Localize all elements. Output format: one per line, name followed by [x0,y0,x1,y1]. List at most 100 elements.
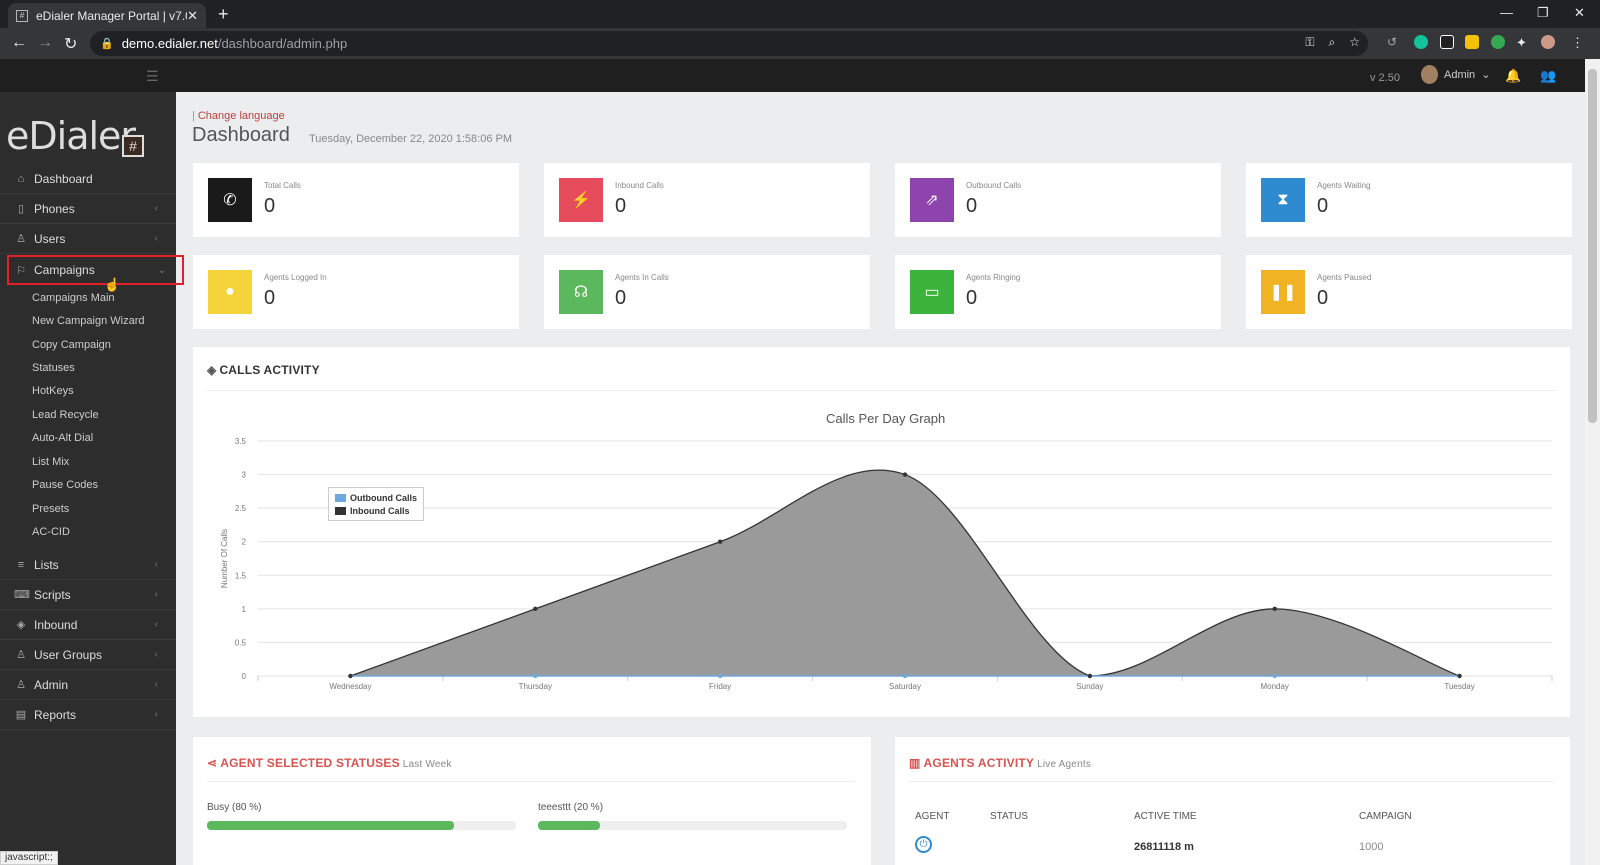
back-icon[interactable]: ← [11,34,27,51]
column-header-active-time: ACTIVE TIME [1134,811,1197,822]
menu-icon[interactable]: ⋮ [1571,35,1584,50]
star-icon[interactable]: ☆ [1349,35,1360,49]
submenu-statuses[interactable]: Statuses [32,362,75,374]
sidebar-item-phones[interactable]: ▯ Phones ‹ [0,194,176,224]
code-icon: ⌨ [14,589,30,601]
sidebar-item-reports[interactable]: ▤ Reports ‹ [0,700,176,730]
new-tab-icon[interactable]: + [218,4,229,24]
address-bar: ← → ↻ 🔒 demo.edialer.net/dashboard/admin… [0,28,1600,59]
profile-icon[interactable] [1541,35,1555,49]
sidebar-item-label: Campaigns [34,263,95,277]
extensions-icon[interactable]: ✦ [1516,35,1527,50]
submenu-lead-recycle[interactable]: Lead Recycle [32,409,99,421]
scrollbar-thumb[interactable] [1588,69,1597,423]
status-teeesttt-label: teeesttt (20 %) [538,802,604,813]
sidebar-item-user-groups[interactable]: ♙ User Groups ‹ [0,640,176,670]
extension-yellow-icon[interactable] [1465,35,1479,49]
agent-statuses-subtitle: Last Week [402,759,452,770]
close-tab-icon[interactable]: ✕ [187,7,198,23]
change-language-link[interactable]: | Change language [192,110,285,122]
plug-icon: ⚡ [559,178,603,222]
lock-icon: 🔒 [100,38,114,50]
history-icon[interactable]: ↺ [1387,35,1398,49]
x-tick-label: Saturday [889,682,921,691]
inbound-point [1457,673,1462,679]
version-label: v 2.50 [1370,72,1400,84]
grammarly-icon[interactable] [1414,35,1428,49]
chevron-left-icon: ‹ [154,233,158,244]
legend-item-outbound[interactable]: Outbound Calls [335,491,417,504]
outbound-point [1272,673,1277,679]
hamburger-icon[interactable]: ☰ [146,68,159,84]
reload-icon[interactable]: ↻ [64,36,78,53]
headset-icon: ☊ [559,270,603,314]
progress-fill [538,821,600,830]
submenu-new-campaign-wizard[interactable]: New Campaign Wizard [32,315,145,327]
sidebar-item-label: Lists [34,557,59,572]
x-tick-label: Friday [709,682,731,691]
chevron-down-icon: ⌄ [1481,69,1491,81]
stat-value: 0 [1317,287,1329,309]
key-icon[interactable]: ⚿ [1305,35,1315,49]
sidebar-item-inbound[interactable]: ◈ Inbound ‹ [0,610,176,640]
user-menu[interactable]: Admin ⌄ [1421,65,1490,84]
agents-activity-label: AGENTS ACTIVITY [923,756,1035,770]
stat-value: 0 [1317,195,1329,217]
stat-value: 0 [264,287,276,309]
y-tick-label: 0 [242,672,247,681]
sidebar-item-campaigns[interactable]: ⚐ Campaigns ⌄ [7,255,184,285]
url-field[interactable]: 🔒 demo.edialer.net/dashboard/admin.php [90,31,1368,56]
chevron-left-icon: ‹ [154,649,158,660]
extension-k-icon[interactable] [1440,35,1454,49]
scrollbar[interactable] [1585,59,1600,865]
agents-activity-subtitle: Live Agents [1037,759,1092,770]
divider [207,781,855,782]
stat-card-agents-ringing: ▭ Agents Ringing 0 [895,255,1221,329]
pause-icon: ❚❚ [1261,270,1305,314]
outbound-point [533,673,538,679]
browser-tab[interactable]: # eDialer Manager Portal | v7.0 ✕ [8,3,206,28]
url-actions: ⚿ ⌕ ☆ [1305,35,1360,50]
submenu-ac-cid[interactable]: AC-CID [32,526,70,538]
chevron-left-icon: ‹ [154,589,158,600]
sidebar-item-lists[interactable]: ≡ Lists ‹ [0,550,176,580]
user-icon: ♙ [16,233,26,245]
sidebar-item-dashboard[interactable]: ⌂ Dashboard [0,164,176,194]
agent-power-icon[interactable]: ⏻ [915,836,932,853]
legend-label: Outbound Calls [350,492,417,503]
sidebar-item-users[interactable]: ♙ Users ‹ [0,224,176,254]
inbound-point [348,673,353,679]
close-window-icon[interactable]: ✕ [1574,5,1585,20]
chart-title: Calls Per Day Graph [826,411,946,426]
submenu-pause-codes[interactable]: Pause Codes [32,479,99,491]
zoom-icon[interactable]: ⌕ [1328,35,1336,49]
submenu-list-mix[interactable]: List Mix [32,456,70,468]
stat-label: Agents In Calls [615,273,669,282]
restore-icon[interactable]: ❐ [1537,5,1549,20]
x-tick-label: Tuesday [1444,682,1474,691]
browser-tab-bar: # eDialer Manager Portal | v7.0 ✕ + — ❐ … [0,0,1600,28]
submenu-campaigns-main[interactable]: Campaigns Main [32,292,115,304]
bell-icon[interactable]: 🔔 [1505,68,1522,83]
legend-item-inbound[interactable]: Inbound Calls [335,504,417,517]
chevron-left-icon: ‹ [154,709,158,720]
sidebar-item-scripts[interactable]: ⌨ Scripts ‹ [0,580,176,610]
submenu-hotkeys[interactable]: HotKeys [32,385,74,397]
submenu-copy-campaign[interactable]: Copy Campaign [32,339,111,351]
stat-value: 0 [615,287,627,309]
sidebar: eDialer # ⌂ Dashboard ▯ Phones ‹ ♙ Users… [0,92,184,865]
bar-chart-icon: ▥ [909,756,921,770]
extension-green-icon[interactable] [1491,35,1505,49]
flag-icon: ⚐ [16,264,26,277]
user-name: Admin [1444,68,1476,81]
logo: eDialer [6,114,136,158]
submenu-auto-alt-dial[interactable]: Auto-Alt Dial [32,432,94,444]
sidebar-item-admin[interactable]: ♙ Admin ‹ [0,670,176,700]
tab-title: eDialer Manager Portal | v7.0 [36,8,188,23]
user-icon: ● [208,270,252,314]
minimize-icon[interactable]: — [1500,5,1513,20]
chevron-left-icon: ‹ [154,203,158,214]
forward-icon[interactable]: → [37,34,53,51]
users-icon[interactable]: 👥 [1540,68,1557,83]
submenu-presets[interactable]: Presets [32,503,70,515]
